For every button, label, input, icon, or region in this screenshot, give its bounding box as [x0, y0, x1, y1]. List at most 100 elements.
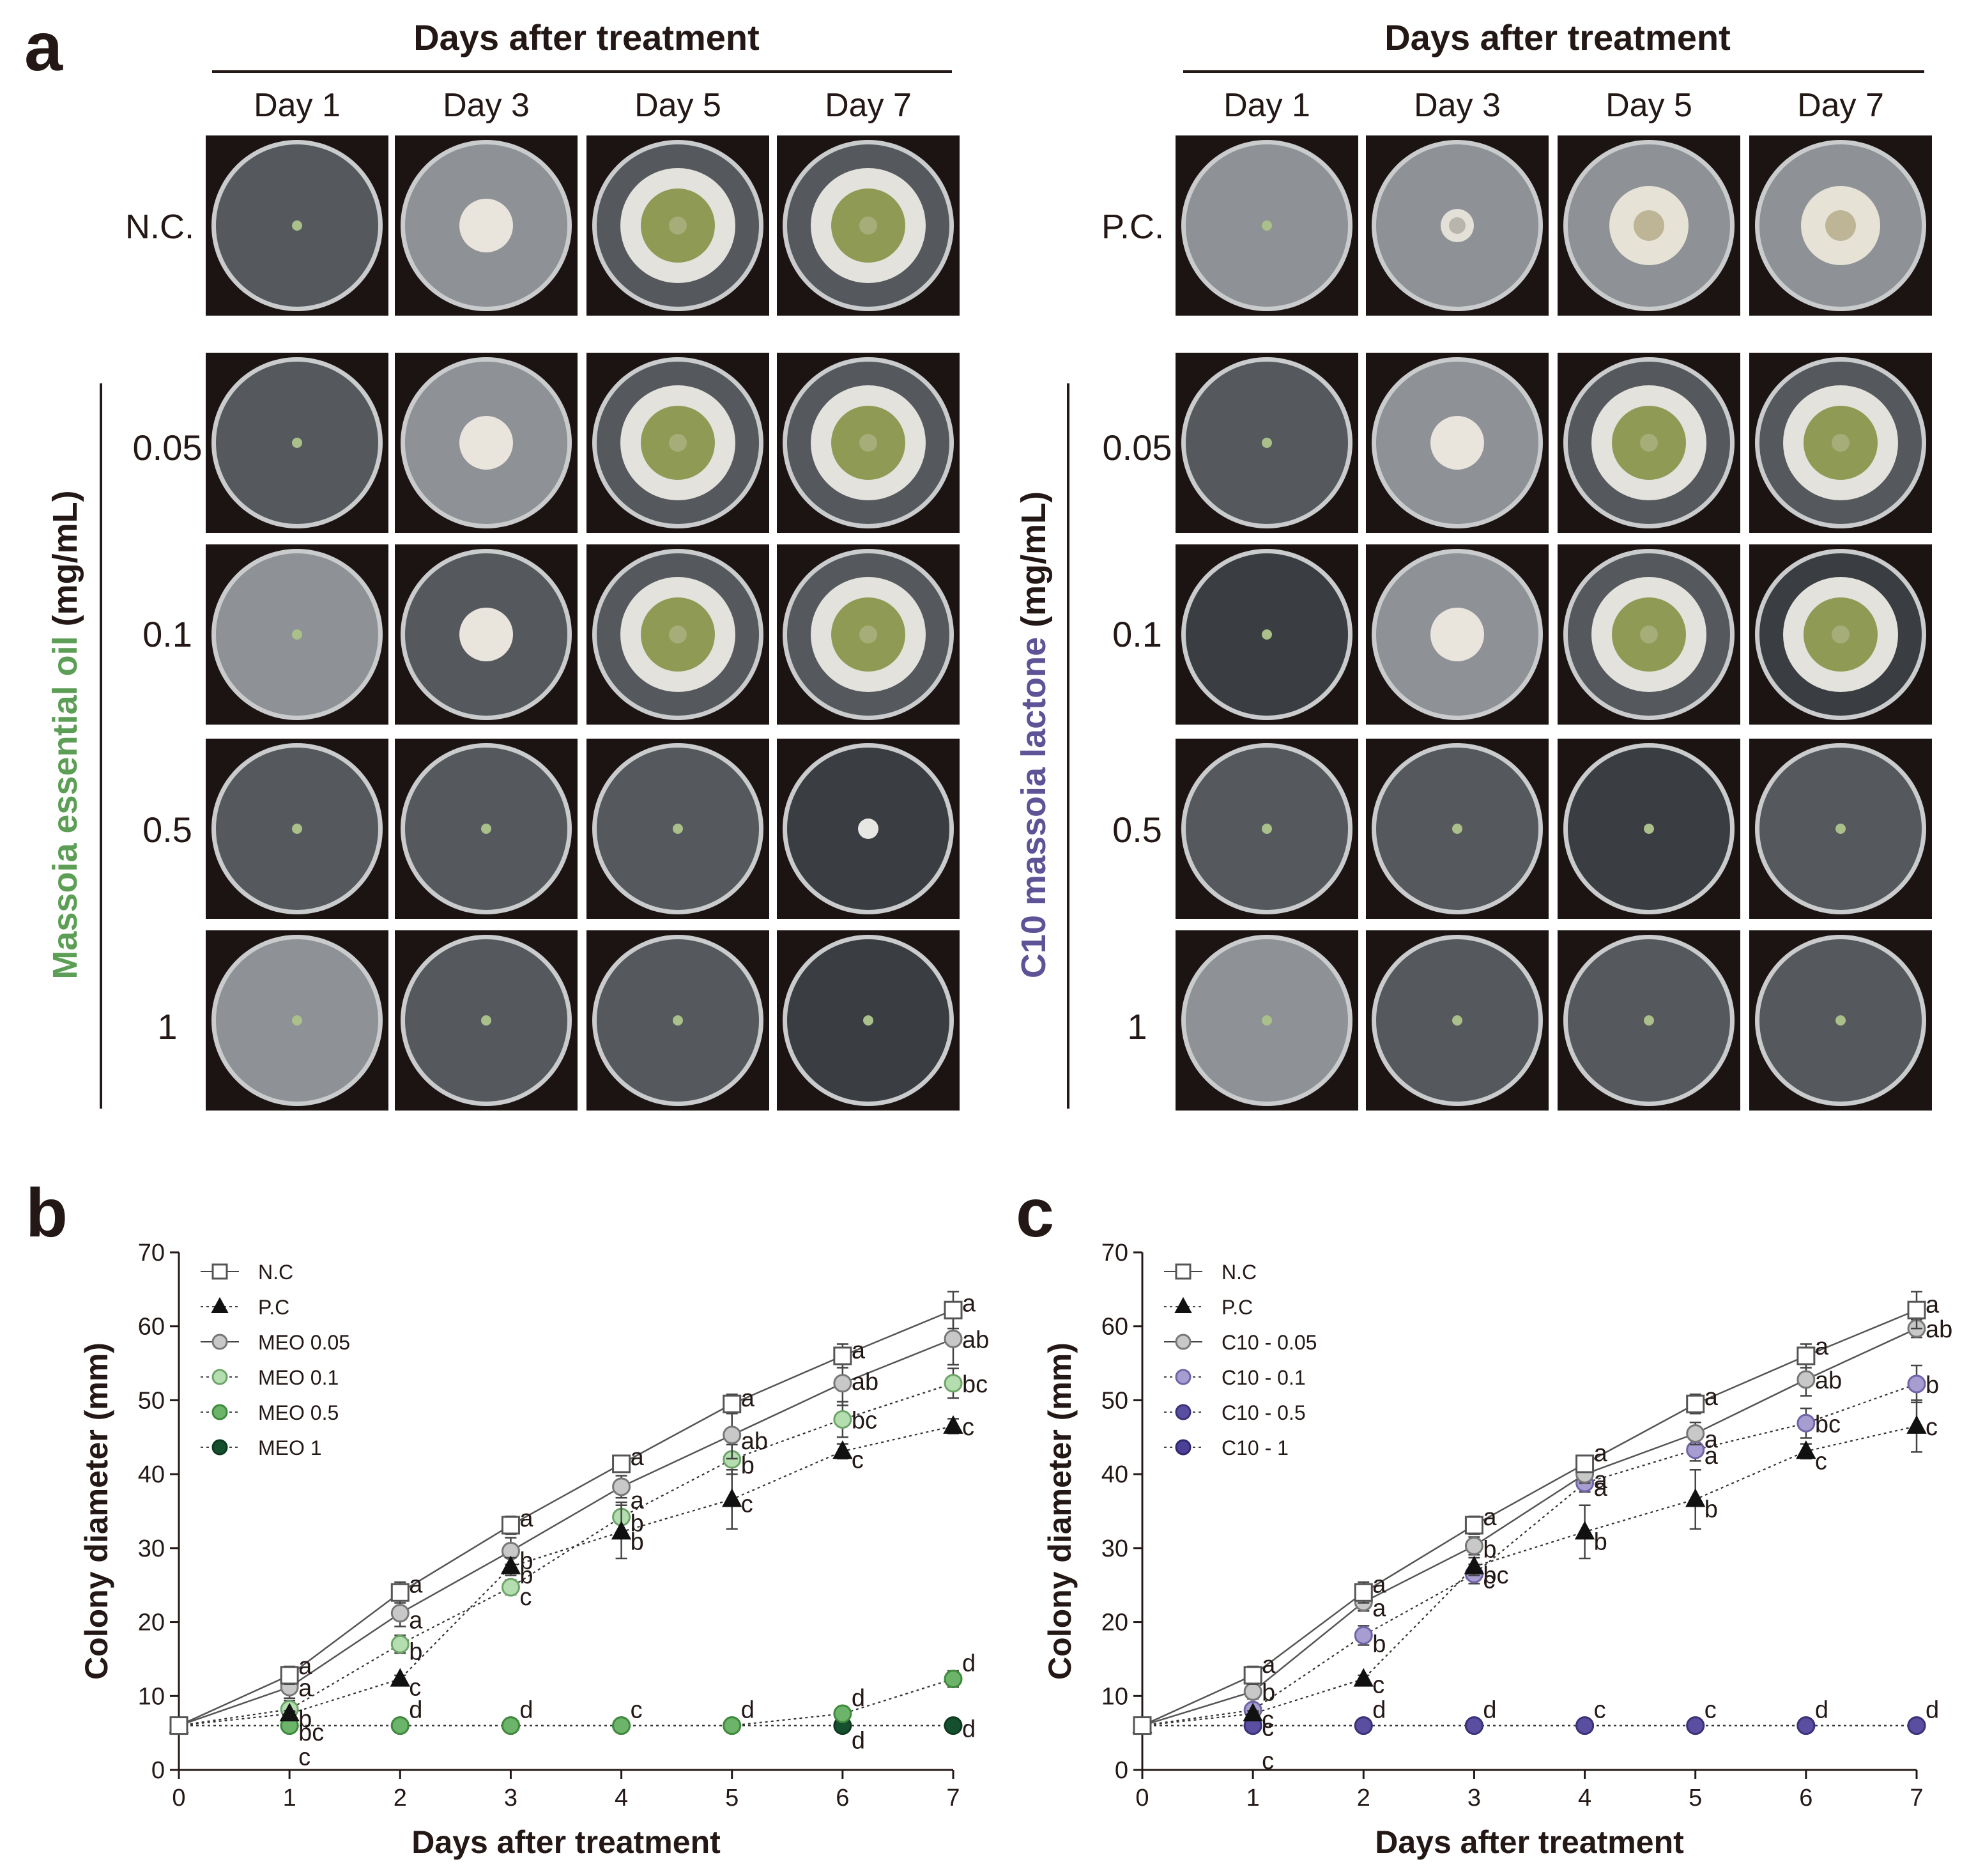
concentration-label: 1: [1127, 1006, 1147, 1047]
data-point: [1464, 1516, 1483, 1535]
y-tick-label: 50: [138, 1387, 165, 1414]
data-point: [944, 1670, 963, 1689]
inoculum: [1262, 1015, 1272, 1026]
plate-image: [1176, 739, 1358, 919]
significance-letter: d: [1483, 1697, 1496, 1724]
mycelium-white: [459, 608, 513, 661]
significance-letter: c: [1815, 1448, 1827, 1475]
inoculum: [292, 438, 302, 448]
x-axis-title: Days after treatment: [411, 1824, 721, 1860]
plate-image: [1558, 739, 1740, 919]
series-line: [178, 1382, 954, 1726]
legend-marker: [211, 1296, 229, 1313]
data-point: [1906, 1415, 1927, 1434]
data-point: [833, 1346, 852, 1365]
data-point: [501, 1516, 520, 1535]
concentration-label: 0.05: [1103, 427, 1172, 468]
x-tick-label: 0: [172, 1785, 185, 1811]
significance-letter: a: [1262, 1652, 1276, 1679]
series-line: [179, 1678, 954, 1726]
data-point: [1797, 1716, 1816, 1735]
y-tick-label: 60: [138, 1314, 165, 1341]
data-point: [390, 1604, 410, 1623]
colony-center: [669, 217, 687, 235]
x-tick-label: 1: [283, 1785, 296, 1811]
plate-image: [1366, 544, 1549, 725]
legend-marker: [211, 1369, 228, 1385]
significance-letter: c: [1372, 1672, 1384, 1699]
data-point: [390, 1668, 410, 1687]
significance-letter: c: [1705, 1697, 1717, 1724]
inoculum: [292, 1015, 302, 1026]
data-point: [944, 1374, 963, 1393]
inoculum: [673, 824, 683, 834]
significance-letter: ab: [1926, 1316, 1952, 1343]
significance-letter: a: [1372, 1571, 1386, 1598]
significance-letter: bc: [298, 1719, 324, 1746]
data-point: [1797, 1370, 1816, 1389]
plate-image: [395, 353, 578, 533]
data-point: [1354, 1626, 1373, 1645]
colony-ring: [1449, 217, 1466, 234]
inoculum: [1262, 824, 1272, 834]
significance-letter: c: [631, 1697, 643, 1724]
data-point: [1686, 1424, 1705, 1443]
mycelium-white: [459, 416, 513, 470]
chart-b: b 0 10 20 30 40 50 60 70 0 1 2 3 4 5 6 7 Days after treat…: [26, 1174, 989, 1860]
significance-letter: a: [631, 1444, 645, 1471]
data-point: [1243, 1666, 1262, 1685]
x-tick-label: 6: [1799, 1785, 1812, 1811]
significance-letter: a: [1483, 1504, 1497, 1531]
data-point: [723, 1716, 742, 1735]
colony-center: [859, 626, 877, 643]
series-line: [1142, 1328, 1917, 1726]
significance-letter: d: [962, 1716, 976, 1743]
legend-label: MEO 0.5: [258, 1401, 339, 1424]
significance-letter: b: [631, 1528, 644, 1555]
plate-image: [395, 739, 578, 919]
significance-letter: c: [298, 1744, 310, 1771]
significance-letter: b: [409, 1638, 422, 1665]
data-point: [833, 1374, 852, 1393]
inoculum: [481, 824, 491, 834]
data-point: [390, 1716, 410, 1735]
series-c10-0-05: [1133, 1319, 1926, 1735]
concentration-label: 0.05: [133, 427, 203, 468]
data-point: [944, 1300, 963, 1319]
y-tick-label: 30: [1101, 1535, 1128, 1562]
x-tick-label: 2: [394, 1785, 407, 1811]
x-tick-label: 3: [504, 1785, 517, 1811]
series-line: [178, 1309, 954, 1726]
data-point: [1685, 1488, 1706, 1507]
y-tick-label: 0: [151, 1757, 165, 1784]
plate-image: [206, 930, 388, 1111]
x-tick-label: 4: [1578, 1785, 1591, 1811]
series-n-c: [1133, 1291, 1926, 1735]
significance-letter: b: [741, 1452, 755, 1479]
data-point: [390, 1583, 410, 1602]
colony-center: [669, 434, 687, 452]
plate-image: [777, 135, 960, 316]
colony-center: [1832, 434, 1850, 452]
plate-image: [395, 135, 578, 316]
panel-letter-a: a: [24, 8, 63, 85]
data-point: [1133, 1716, 1152, 1735]
inoculum: [1644, 1015, 1654, 1026]
concentration-unit: (mg/mL): [1015, 491, 1053, 637]
colony-center: [1640, 434, 1658, 452]
treatment-name: Massoia essential oil: [46, 636, 84, 979]
y-axis-title: Colony diameter (mm): [1042, 1342, 1078, 1680]
data-point: [1796, 1440, 1816, 1459]
plate-grid-left: Days after treatment Day 1 Day 3 Day 5 Day 7…: [46, 17, 960, 1111]
significance-letter: bc: [1815, 1411, 1841, 1438]
significance-letter: a: [1594, 1475, 1608, 1502]
day-label: Day 1: [1223, 87, 1310, 124]
day-label: Day 5: [634, 87, 721, 124]
x-tick-label: 5: [725, 1785, 739, 1811]
data-point: [611, 1521, 632, 1540]
data-point: [280, 1666, 299, 1685]
panel-a: a Days after treatment Day 1 Day 3 Day 5 Day …: [24, 8, 1932, 1111]
plate-image: [1176, 544, 1358, 725]
y-tick-label: 50: [1101, 1387, 1128, 1414]
